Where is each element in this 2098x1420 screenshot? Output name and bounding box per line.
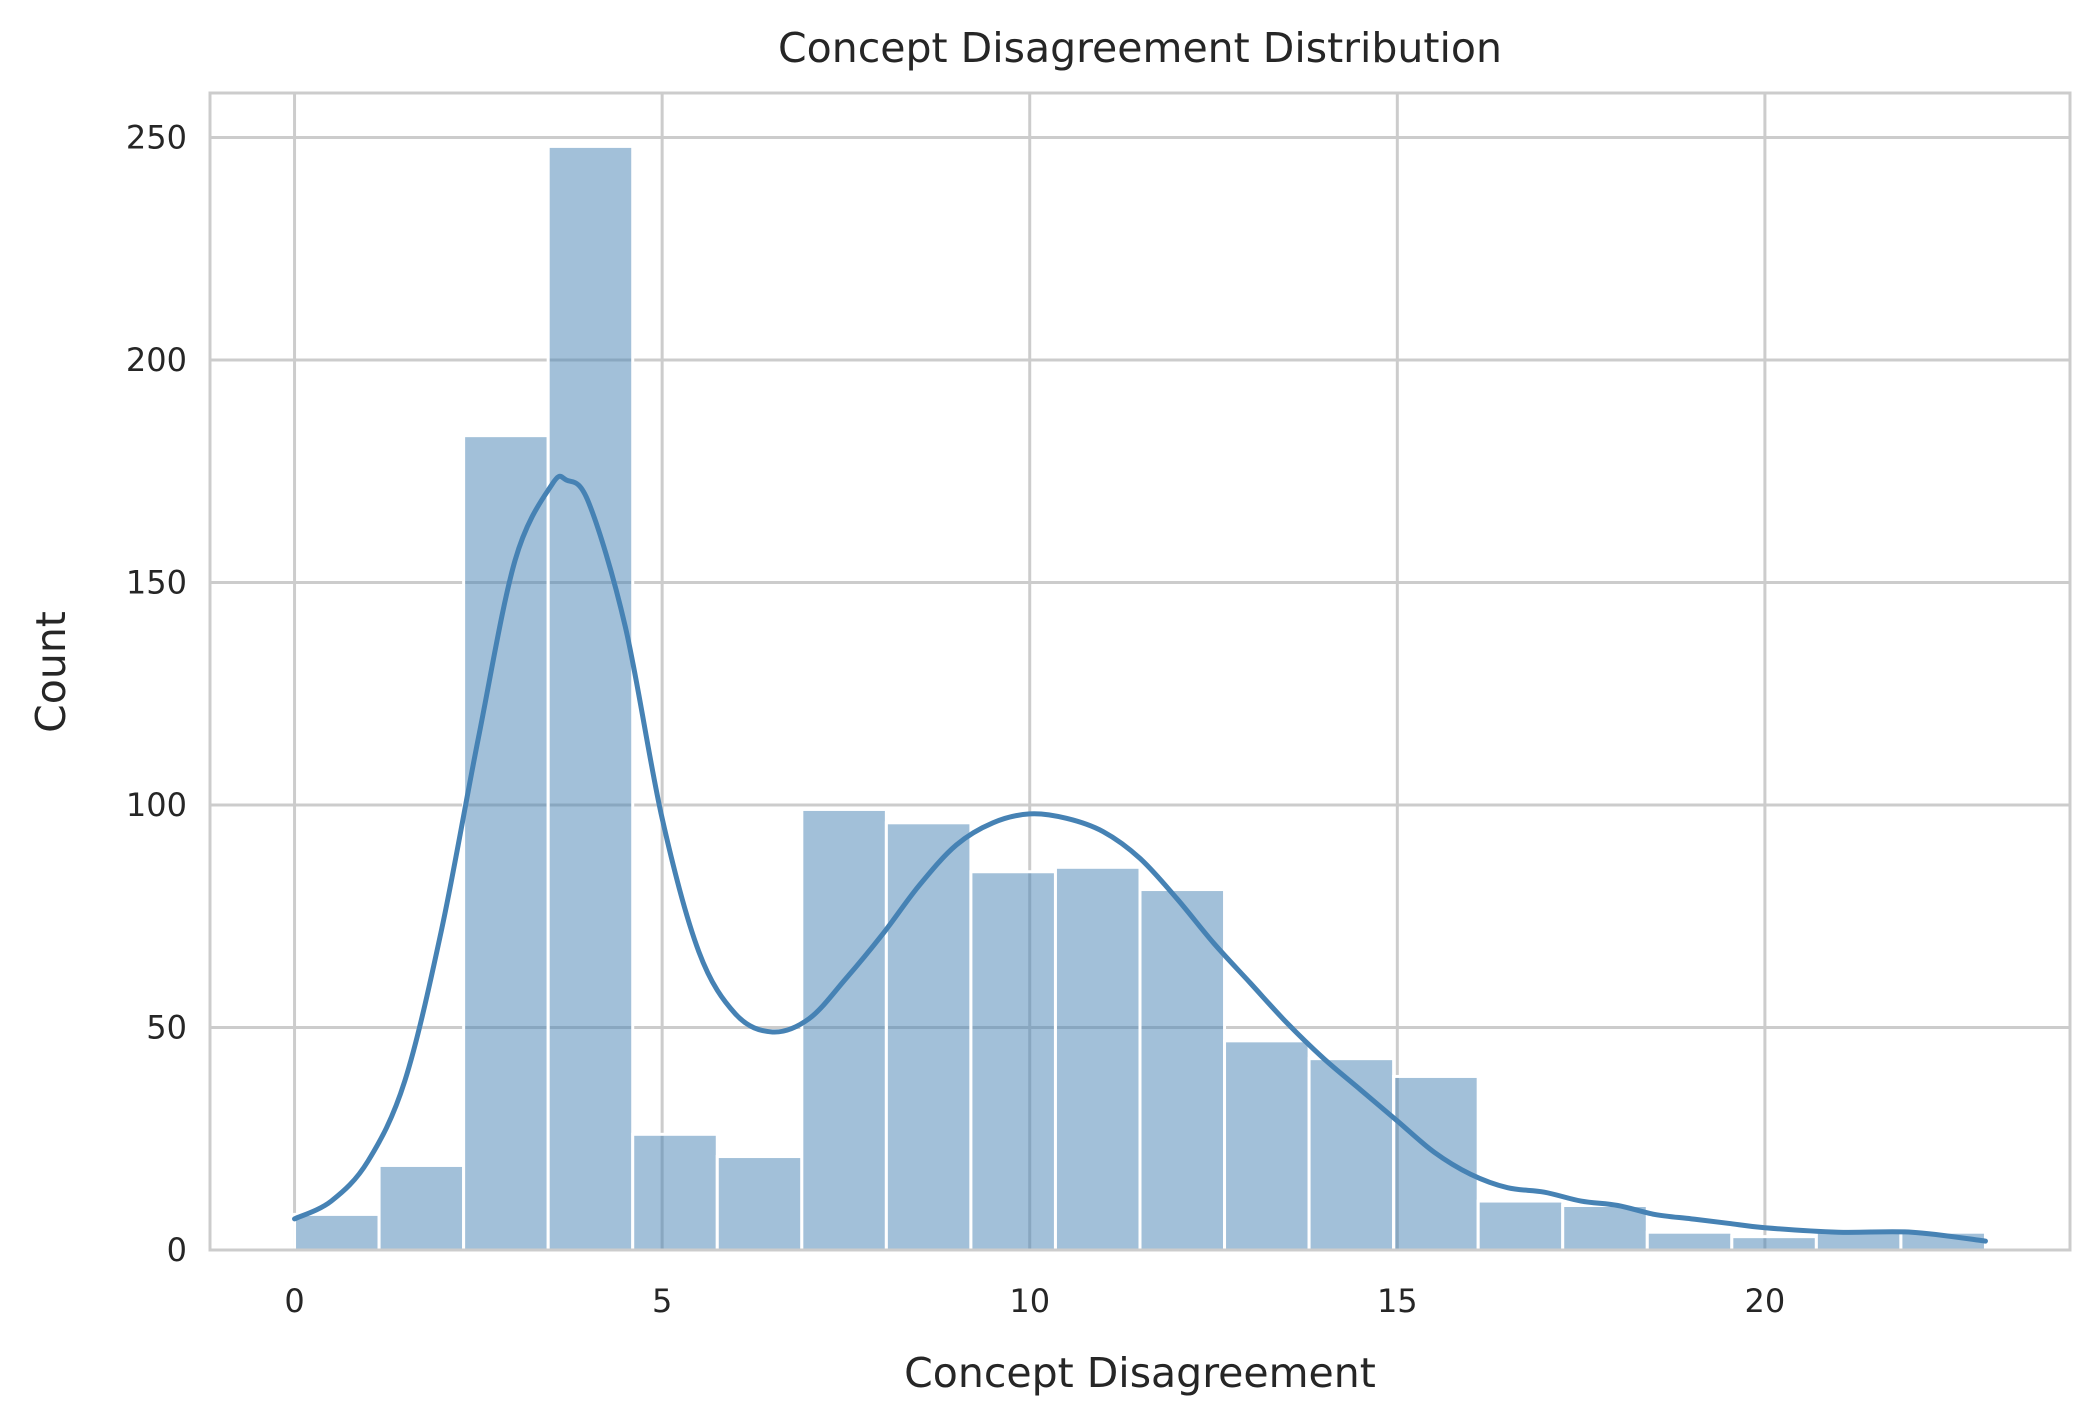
y-tick-label: 50 (146, 1009, 187, 1047)
chart-title: Concept Disagreement Distribution (778, 24, 1502, 72)
x-tick-label: 10 (1009, 1282, 1050, 1320)
kde-curve (292, 473, 1988, 1244)
histogram-bar (884, 821, 973, 1252)
histogram-bar (546, 144, 635, 1252)
histogram-bar (1138, 888, 1227, 1252)
x-axis-label: Concept Disagreement (904, 1349, 1376, 1397)
y-tick-label: 250 (126, 119, 187, 157)
histogram-bar (1392, 1074, 1480, 1252)
x-tick-label: 5 (652, 1282, 672, 1320)
histogram-bar (1307, 1057, 1396, 1252)
axes-frame (208, 91, 2072, 1252)
histogram-bar (1814, 1230, 1903, 1252)
histogram-bar (631, 1132, 719, 1252)
histogram-bar (1223, 1039, 1311, 1252)
histogram-bar (800, 807, 888, 1252)
histogram-bar (969, 870, 1057, 1252)
plot-border (208, 91, 2072, 1252)
histogram-bar (1053, 865, 1142, 1252)
histogram-bar (462, 434, 550, 1252)
histogram-bar (293, 1212, 381, 1252)
y-tick-label: 200 (126, 341, 187, 379)
histogram-bar (715, 1155, 804, 1252)
y-tick-label: 0 (167, 1231, 187, 1269)
x-tick-label: 20 (1745, 1282, 1786, 1320)
kde-curve-layer (292, 473, 1988, 1244)
histogram-bar (1730, 1235, 1818, 1252)
x-tick-label: 0 (284, 1282, 304, 1320)
histogram-bar (1561, 1204, 1649, 1252)
histogram-bars (293, 144, 1987, 1252)
x-tick-label: 15 (1377, 1282, 1418, 1320)
histogram-bar (377, 1163, 466, 1252)
histogram-bar (1476, 1199, 1565, 1252)
y-tick-label: 100 (126, 786, 187, 824)
histogram-bar (1645, 1230, 1734, 1252)
y-tick-label: 150 (126, 564, 187, 602)
y-axis-label: Count (27, 611, 75, 733)
